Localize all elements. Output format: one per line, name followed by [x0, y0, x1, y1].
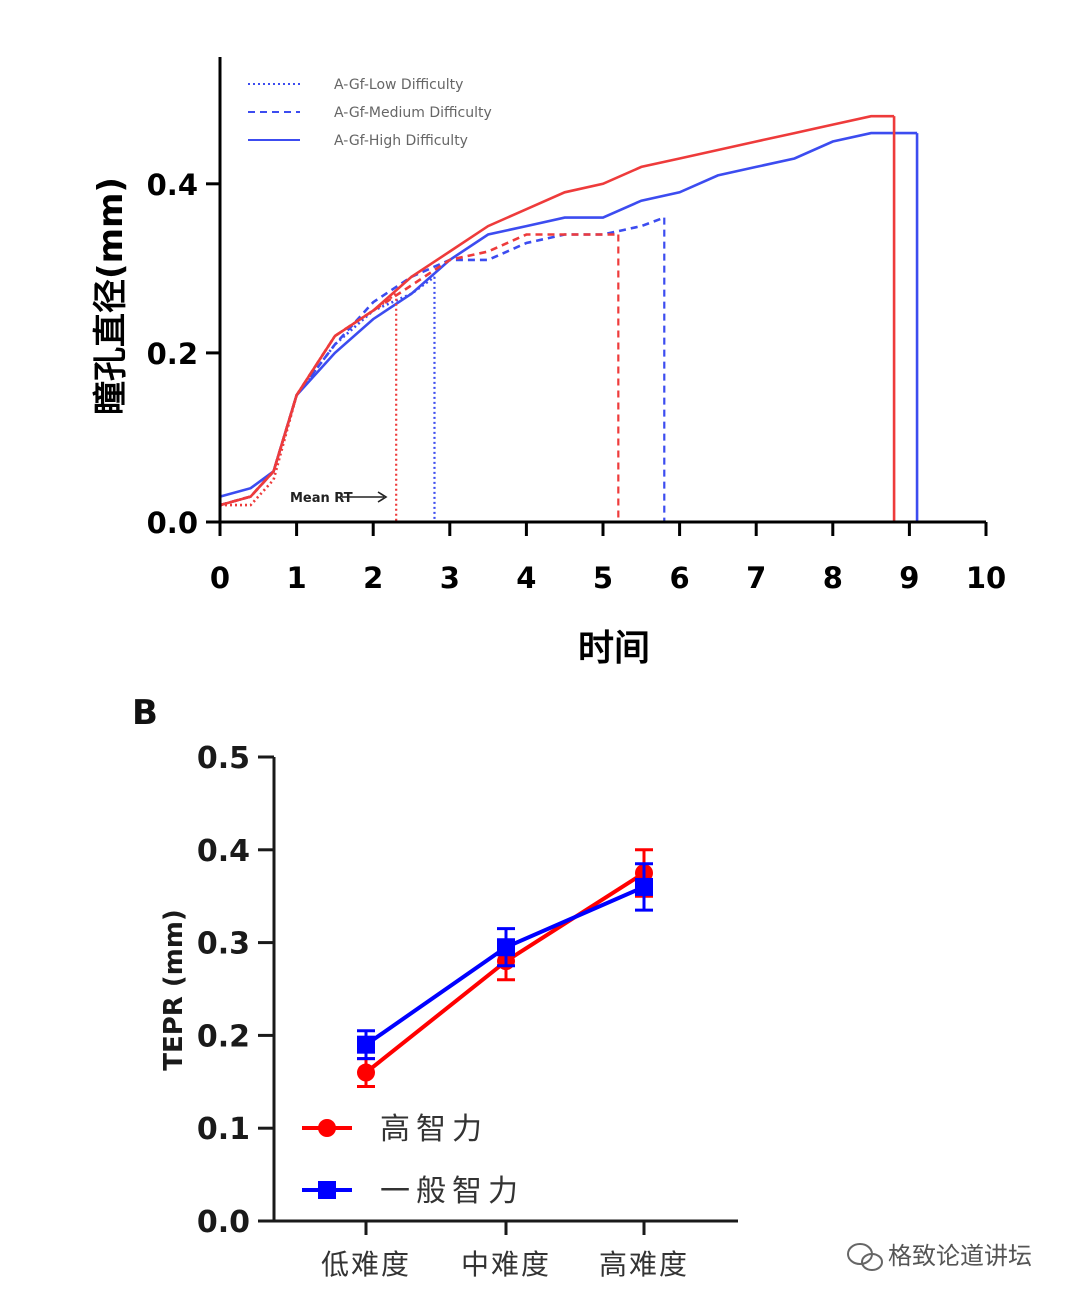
pupil-x-tick-label-2: 2: [363, 561, 383, 595]
tepr-point-1-2: [635, 877, 653, 896]
pupil-legend-label-1: A-Gf-Medium Difficulty: [334, 105, 492, 121]
pupil-x-tick-label-5: 5: [593, 561, 613, 595]
pupil-legend-label-2: A-Gf-High Difficulty: [334, 133, 468, 149]
pupil-legend-label-0: A-Gf-Low Difficulty: [334, 77, 463, 93]
pupil-x-tick-label-1: 1: [287, 561, 307, 595]
pupil-series-line-3: [220, 292, 397, 507]
pupil-y-axis-label: 瞳孔直径(mm): [91, 177, 131, 415]
pupil-x-tick-label-7: 7: [746, 561, 766, 595]
tepr-category-label-2: 高难度: [599, 1248, 689, 1281]
tepr-y-tick-label-4: 0.4: [197, 834, 250, 869]
pupil-y-tick-label-0: 0.0: [147, 506, 198, 540]
pupil-series-line-2: [219, 131, 918, 498]
tepr-legend-marker-0: [318, 1119, 336, 1137]
pupil-series-line-0: [219, 275, 436, 507]
tepr-category-label-1: 中难度: [461, 1248, 551, 1281]
wechat-icon: [847, 1243, 883, 1271]
tepr-point-0-0: [357, 1063, 375, 1082]
tepr-legend-marker-1: [318, 1181, 336, 1199]
tepr-y-tick-label-0: 0.0: [197, 1205, 250, 1240]
pupil-series-line-1: [219, 216, 665, 507]
watermark: 格致论道讲坛: [847, 1242, 1032, 1271]
pupil-x-tick-label-6: 6: [670, 561, 690, 595]
tepr-category-label-0: 低难度: [321, 1248, 411, 1281]
pupil-series-line-5: [219, 114, 895, 507]
pupil-x-tick-label-0: 0: [210, 561, 230, 595]
pupil-legend: A-Gf-Low Difficulty A-Gf-Medium Difficult…: [248, 77, 492, 149]
tepr-point-1-0: [357, 1035, 375, 1054]
tepr-legend-label-1: 一般智力: [380, 1174, 524, 1209]
pupil-axes: 0 1 2 3 4 5 6 7 8 9 10 0.0 0.2 0.4: [147, 57, 1006, 595]
tepr-y-tick-label-2: 0.2: [197, 1019, 250, 1054]
tepr-axes: 0.0 0.1 0.2 0.3 0.4 0.5 低难度 中难度 高难度: [197, 741, 738, 1281]
mean-rt-annotation: Mean RT: [290, 491, 388, 506]
pupil-x-axis-label: 时间: [578, 628, 650, 669]
pupil-y-tick-label-2: 0.4: [147, 168, 198, 202]
tepr-legend-label-0: 高智力: [380, 1112, 488, 1147]
mean-rt-label: Mean RT: [290, 491, 353, 506]
panel-b-label: B: [132, 693, 158, 733]
mean-rt-arrowhead: [377, 491, 388, 503]
pupil-x-tick-label-3: 3: [440, 561, 460, 595]
watermark-text: 格致论道讲坛: [888, 1242, 1032, 1270]
pupil-x-tick-label-9: 9: [899, 561, 919, 595]
tepr-y-tick-label-5: 0.5: [197, 741, 250, 776]
pupil-diameter-chart: A-Gf-Low Difficulty A-Gf-Medium Difficult…: [91, 57, 1006, 669]
tepr-series-group: [357, 848, 653, 1088]
pupil-series-line-4: [219, 233, 619, 507]
pupil-x-tick-label-8: 8: [823, 561, 843, 595]
pupil-y-tick-label-1: 0.2: [147, 337, 198, 371]
tepr-y-tick-label-1: 0.1: [197, 1112, 250, 1147]
tepr-point-1-1: [497, 938, 515, 957]
pupil-x-tick-label-4: 4: [516, 561, 536, 595]
tepr-y-tick-label-3: 0.3: [197, 927, 250, 962]
pupil-x-tick-label-10: 10: [966, 561, 1006, 595]
tepr-y-axis-label: TEPR (mm): [159, 909, 189, 1071]
pupil-series-group: [219, 114, 919, 522]
